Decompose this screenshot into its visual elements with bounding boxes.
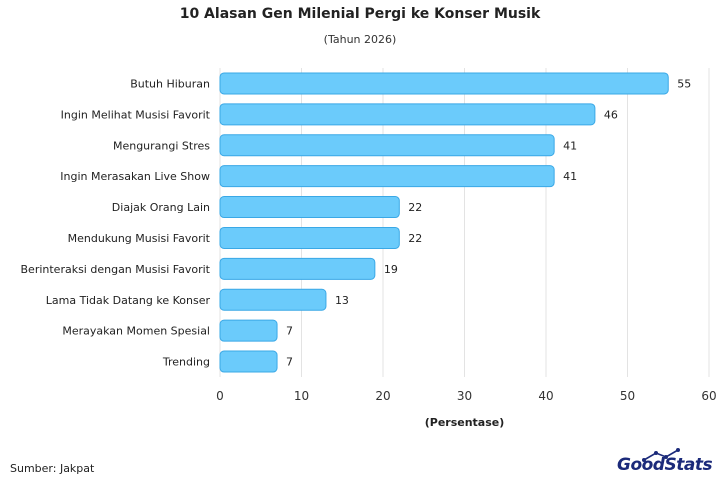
bar bbox=[219, 257, 376, 280]
category-label: Ingin Merasakan Live Show bbox=[60, 170, 210, 183]
data-label: 41 bbox=[563, 139, 577, 152]
category-label: Merayakan Momen Spesial bbox=[62, 325, 210, 338]
goodstats-logo: GoodStats bbox=[617, 455, 713, 475]
category-label: Berinteraksi dengan Musisi Favorit bbox=[21, 263, 211, 276]
x-tick-label: 40 bbox=[538, 389, 553, 403]
logo-chart-icon bbox=[642, 448, 680, 462]
bar bbox=[219, 134, 555, 157]
bar-chart: 0 10 20 30 40 50 60 Butuh Hiburan 55 Ingin Meliha… bbox=[21, 68, 717, 429]
bar bbox=[219, 319, 278, 342]
x-tick-label: 60 bbox=[701, 389, 716, 403]
bar bbox=[219, 196, 400, 219]
data-label: 19 bbox=[384, 263, 398, 276]
bar bbox=[219, 350, 278, 373]
logo-stats-text: Stats bbox=[664, 455, 713, 475]
logo-good-text: Good bbox=[617, 455, 665, 475]
data-label: 55 bbox=[677, 77, 691, 90]
data-label: 7 bbox=[286, 325, 293, 338]
data-label: 7 bbox=[286, 356, 293, 369]
chart-title: 10 Alasan Gen Milenial Pergi ke Konser M… bbox=[179, 6, 541, 22]
category-label: Lama Tidak Datang ke Konser bbox=[46, 294, 211, 307]
category-label: Mengurangi Stres bbox=[113, 139, 210, 152]
data-label: 41 bbox=[563, 170, 577, 183]
x-axis-title: (Persentase) bbox=[425, 416, 505, 429]
x-tick-label: 10 bbox=[294, 389, 309, 403]
bar bbox=[219, 103, 596, 126]
category-label: Diajak Orang Lain bbox=[112, 201, 210, 214]
data-label: 13 bbox=[335, 294, 349, 307]
data-label: 22 bbox=[408, 232, 422, 245]
category-label: Ingin Melihat Musisi Favorit bbox=[61, 108, 211, 121]
category-label: Mendukung Musisi Favorit bbox=[68, 232, 211, 245]
bar bbox=[219, 226, 400, 249]
category-label: Butuh Hiburan bbox=[130, 77, 210, 90]
bar bbox=[219, 165, 555, 188]
x-tick-label: 50 bbox=[620, 389, 635, 403]
data-label: 46 bbox=[604, 108, 618, 121]
x-tick-label: 0 bbox=[216, 389, 224, 403]
bar bbox=[219, 72, 669, 95]
source-note: Sumber: Jakpat bbox=[10, 462, 95, 475]
chart-subtitle: (Tahun 2026) bbox=[323, 33, 397, 46]
bar bbox=[219, 288, 327, 311]
data-label: 22 bbox=[408, 201, 422, 214]
category-label: Trending bbox=[162, 356, 210, 369]
x-tick-label: 20 bbox=[375, 389, 390, 403]
x-tick-label: 30 bbox=[457, 389, 472, 403]
